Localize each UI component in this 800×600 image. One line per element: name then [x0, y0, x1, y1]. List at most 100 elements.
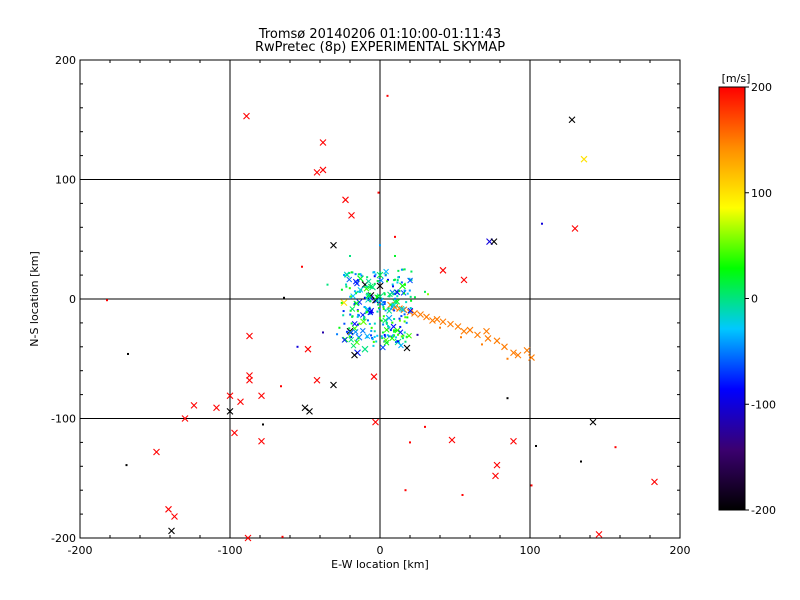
dot-marker-point	[394, 297, 397, 300]
dot-marker-point	[424, 425, 426, 428]
dot-marker-point	[386, 94, 389, 97]
x-marker-point	[354, 339, 360, 346]
dot-marker-point	[383, 292, 386, 295]
dot-marker-point	[326, 283, 329, 286]
dot-marker-point	[373, 282, 376, 285]
dot-marker-point	[392, 285, 395, 288]
dot-marker-point	[384, 309, 387, 312]
x-marker-point	[365, 293, 372, 300]
dot-marker-point	[342, 314, 345, 317]
dot-marker-point	[410, 278, 413, 281]
dot-marker-point	[383, 333, 386, 336]
x-marker-point	[528, 354, 535, 361]
x-marker-point	[165, 505, 172, 513]
dot-marker-point	[355, 292, 358, 295]
dot-marker-point	[354, 273, 357, 276]
dot-marker-point	[393, 278, 396, 281]
x-marker-point	[258, 392, 265, 400]
x-marker-point	[190, 401, 198, 409]
dot-marker-point	[385, 321, 388, 324]
dot-marker-point	[377, 303, 380, 306]
dot-marker-point	[400, 335, 403, 338]
x-marker-point	[330, 241, 337, 249]
dot-marker-point	[395, 336, 398, 339]
dot-marker-point	[369, 300, 372, 303]
x-marker-point	[153, 448, 160, 456]
x-marker-point	[510, 437, 517, 445]
dot-marker-point	[348, 335, 351, 338]
dot-marker-point	[460, 336, 462, 339]
dot-marker-point	[406, 316, 409, 319]
dot-marker-point	[398, 290, 401, 293]
dot-marker-point	[368, 322, 371, 325]
dot-marker-point	[350, 322, 353, 325]
dot-marker-point	[391, 283, 394, 286]
dot-marker-point	[342, 310, 345, 313]
dot-marker-point	[400, 315, 403, 318]
dot-marker-point	[370, 311, 373, 314]
dot-marker-point	[409, 441, 411, 444]
colorbar-ticks: 200 100 0 -100 -200	[745, 81, 776, 517]
x-marker-point	[651, 478, 658, 486]
x-marker-point	[392, 298, 399, 305]
dot-marker-point	[373, 271, 376, 274]
dot-marker-point	[340, 288, 343, 291]
dot-marker-point	[393, 292, 396, 295]
dot-marker-point	[535, 444, 537, 447]
x-marker-point	[359, 327, 366, 334]
dot-marker-point	[405, 321, 408, 324]
dot-marker-point	[358, 322, 361, 325]
x-marker-point	[490, 238, 498, 246]
x-marker-point	[439, 266, 447, 274]
dot-marker-point	[379, 271, 382, 274]
x-marker-point	[369, 283, 376, 291]
x-marker-point	[367, 283, 374, 290]
dot-marker-point	[348, 271, 351, 274]
dot-marker-point	[365, 336, 368, 339]
dot-marker-point	[370, 326, 373, 329]
dot-marker-point	[408, 289, 411, 292]
x-marker-point	[514, 351, 522, 359]
chart-title: Tromsø 20140206 01:10:00-01:11:43	[258, 27, 501, 42]
x-marker-point	[346, 276, 353, 283]
x-marker-point	[364, 306, 371, 312]
dot-marker-point	[382, 307, 385, 310]
dot-marker-point	[382, 305, 385, 308]
dot-marker-point	[387, 307, 390, 310]
dot-marker-point	[408, 311, 411, 314]
dot-marker-point	[401, 337, 404, 340]
dot-marker-point	[396, 295, 399, 298]
x-marker-point	[365, 278, 372, 285]
dot-marker-point	[376, 334, 379, 337]
x-marker-point	[355, 333, 363, 341]
dot-marker-point	[368, 312, 371, 315]
dot-marker-point	[380, 319, 383, 322]
dot-marker-point	[461, 493, 464, 496]
x-marker-point	[341, 337, 348, 343]
x-marker-point	[385, 314, 393, 322]
dot-marker-point	[350, 271, 353, 274]
dot-marker-point	[409, 295, 412, 298]
x-marker-point	[351, 351, 358, 359]
dot-marker-point	[338, 326, 341, 329]
x-marker-point	[360, 318, 367, 326]
dot-marker-point	[397, 269, 400, 272]
dot-marker-point	[343, 273, 346, 276]
dot-marker-point	[296, 345, 299, 348]
x-marker-point	[407, 307, 414, 314]
data-points	[106, 94, 658, 542]
dot-marker-point	[541, 222, 543, 225]
dot-marker-point	[359, 273, 362, 276]
dot-marker-point	[283, 296, 285, 299]
colorbar-tick-label: 100	[751, 187, 772, 200]
dot-marker-point	[386, 278, 389, 281]
dot-marker-point	[506, 357, 509, 360]
dot-marker-point	[388, 326, 391, 329]
dot-marker-point	[281, 535, 284, 538]
x-marker-point	[213, 404, 220, 412]
dot-marker-point	[377, 307, 380, 310]
dot-marker-point	[397, 333, 400, 336]
x-marker-point	[492, 472, 499, 480]
dot-marker-point	[373, 322, 376, 325]
